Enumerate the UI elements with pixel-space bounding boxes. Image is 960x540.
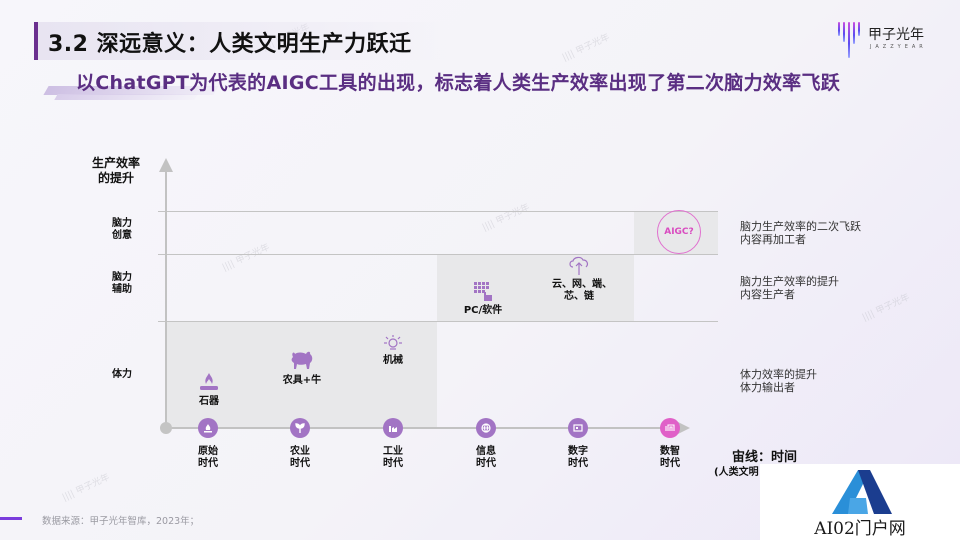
- x-axis-subtitle: (人类文明: [714, 467, 759, 478]
- era-label-digital: 数字 时代: [568, 446, 588, 469]
- brand-logo: 甲子光年 JAZZYEAR: [838, 22, 938, 60]
- item-stone-tools: 石器: [193, 372, 225, 408]
- item-farm-tools-ox: 农具+牛: [278, 349, 326, 387]
- era-label-information: 信息 时代: [476, 446, 496, 469]
- y-axis: [165, 170, 167, 428]
- era-dot-intelligent: [660, 418, 680, 438]
- aigc-circle: AIGC?: [657, 210, 701, 254]
- watermark: |||| 甲子光年: [860, 292, 912, 324]
- x-axis: [166, 427, 678, 429]
- logo-subtext: JAZZYEAR: [870, 44, 927, 50]
- item-cloud-network: 云、网、端、 芯、链: [552, 255, 612, 303]
- era-label-agricultural: 农业 时代: [290, 446, 310, 469]
- right-label-creative: 脑力生产效率的二次飞跃 内容再加工者: [740, 220, 861, 246]
- y-level-creative: 脑力 创意: [112, 218, 132, 241]
- item-pc-software: PC/软件: [460, 281, 506, 317]
- gridline: [158, 211, 718, 212]
- y-axis-title: 生产效率 的提升: [92, 156, 141, 185]
- band-mental-assist: [437, 255, 634, 321]
- era-dot-primitive: [198, 418, 218, 438]
- page-title: 3.2 深远意义：人类文明生产力跃迁: [48, 32, 412, 57]
- title-bar: [34, 22, 454, 60]
- right-label-assist: 脑力生产效率的提升 内容生产者: [740, 275, 839, 301]
- sprout-icon: [295, 423, 305, 433]
- watermark: |||| 甲子光年: [60, 472, 112, 504]
- logo-bars-icon: [838, 22, 862, 58]
- page-subtitle: 以ChatGPT为代表的AIGC工具的出现，标志着人类生产效率出现了第二次脑力效…: [76, 72, 841, 94]
- era-dot-digital: [568, 418, 588, 438]
- campfire-icon: [200, 373, 218, 390]
- ai02-logo-icon: [832, 470, 892, 514]
- logo-text: 甲子光年: [868, 27, 924, 43]
- era-label-intelligent: 数智 时代: [660, 446, 680, 469]
- data-source: 数据来源：甲子光年智库，2023年；: [42, 516, 200, 527]
- era-label-primitive: 原始 时代: [198, 446, 218, 469]
- y-axis-arrow-icon: [159, 158, 173, 172]
- lightbulb-icon: [384, 335, 402, 350]
- gridline: [158, 321, 718, 322]
- era-dot-information: [476, 418, 496, 438]
- factory-icon: [389, 426, 397, 432]
- bull-icon: [291, 351, 313, 369]
- watermark: |||| 甲子光年: [220, 242, 272, 274]
- fire-icon: [204, 424, 212, 433]
- cloud-upload-icon: [569, 256, 589, 275]
- origin-dot: [160, 422, 172, 434]
- era-label-industrial: 工业 时代: [383, 446, 403, 469]
- footer-accent-bar: [0, 517, 22, 520]
- globe-icon: [481, 423, 491, 433]
- right-label-physical: 体力效率的提升 体力输出者: [740, 368, 817, 394]
- screen-icon: [573, 424, 583, 432]
- site-badge: AI02门户网: [760, 464, 960, 540]
- y-level-physical: 体力: [112, 369, 132, 380]
- era-dot-agricultural: [290, 418, 310, 438]
- gridline: [158, 254, 718, 255]
- era-dot-industrial: [383, 418, 403, 438]
- y-level-assist: 脑力 辅助: [112, 272, 132, 295]
- chip-icon: [665, 424, 675, 431]
- item-machinery: 机械: [378, 335, 408, 367]
- x-axis-title: 宙线：时间: [732, 450, 798, 465]
- keypad-hand-icon: [474, 282, 492, 301]
- watermark: |||| 甲子光年: [480, 202, 532, 234]
- badge-text: AI02门户网: [814, 519, 906, 539]
- watermark: |||| 甲子光年: [560, 32, 612, 64]
